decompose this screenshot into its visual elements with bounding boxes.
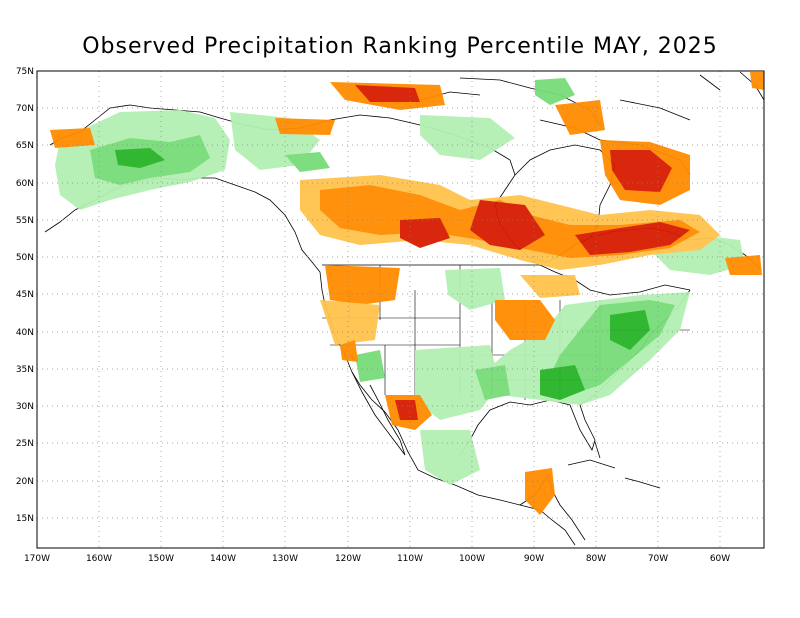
wet-region xyxy=(285,152,330,172)
map-grid xyxy=(37,71,764,548)
lon-label: 100W xyxy=(459,554,485,564)
lon-label: 150W xyxy=(148,554,174,564)
wet-region xyxy=(355,350,385,382)
lat-label: 75N xyxy=(16,67,34,77)
dry-region xyxy=(525,468,555,515)
lat-label: 60N xyxy=(16,179,34,189)
dry-region xyxy=(470,200,545,250)
dry-region xyxy=(725,255,762,275)
dry-region xyxy=(275,118,335,135)
dry-region xyxy=(325,265,400,305)
lat-label: 50N xyxy=(16,253,34,263)
wet-region xyxy=(115,148,165,168)
wet-region xyxy=(420,430,480,485)
lon-label: 170W xyxy=(24,554,50,564)
dry-region xyxy=(400,218,450,248)
page-title: Observed Precipitation Ranking Percentil… xyxy=(82,34,718,59)
lon-label: 110W xyxy=(397,554,423,564)
caribbean-islands xyxy=(567,441,661,489)
wet-region xyxy=(540,365,585,400)
lon-label: 130W xyxy=(272,554,298,564)
dry-region xyxy=(50,128,95,148)
lat-axis: 75N 70N 65N 60N 55N 50N 45N 40N 35N 30N … xyxy=(16,67,34,524)
lon-label: 60W xyxy=(710,554,730,564)
lat-label: 65N xyxy=(16,141,34,151)
lat-label: 55N xyxy=(16,216,34,226)
lat-label: 15N xyxy=(16,514,34,524)
wet-region xyxy=(420,115,515,160)
lat-label: 40N xyxy=(16,328,34,338)
lon-label: 120W xyxy=(335,554,361,564)
dry-region xyxy=(355,85,420,102)
dry-region xyxy=(610,150,672,192)
precip-shading xyxy=(50,72,764,515)
lon-label: 140W xyxy=(210,554,236,564)
dry-region xyxy=(750,72,764,90)
lon-label: 80W xyxy=(586,554,606,564)
lon-label: 70W xyxy=(648,554,668,564)
us-canada-border xyxy=(322,264,691,296)
baja-peninsula xyxy=(351,371,406,456)
dry-region xyxy=(575,222,690,255)
lat-label: 20N xyxy=(16,477,34,487)
lat-label: 30N xyxy=(16,402,34,412)
lat-label: 35N xyxy=(16,365,34,375)
map-frame xyxy=(36,70,765,549)
dry-region xyxy=(395,400,418,420)
dry-region xyxy=(320,300,380,345)
wet-region xyxy=(445,268,505,310)
lon-axis: 170W 160W 150W 140W 130W 120W 110W 100W … xyxy=(24,554,730,564)
dry-region xyxy=(520,275,580,298)
dry-region xyxy=(555,100,605,135)
wet-region xyxy=(535,78,575,105)
dry-region xyxy=(340,340,358,362)
wet-region xyxy=(610,310,650,350)
lat-label: 45N xyxy=(16,290,34,300)
dry-region xyxy=(495,300,555,340)
lon-label: 160W xyxy=(86,554,112,564)
lon-label: 90W xyxy=(524,554,544,564)
lat-label: 70N xyxy=(16,104,34,114)
wet-region xyxy=(475,365,510,400)
wet-region xyxy=(415,345,500,420)
lat-label: 25N xyxy=(16,439,34,449)
